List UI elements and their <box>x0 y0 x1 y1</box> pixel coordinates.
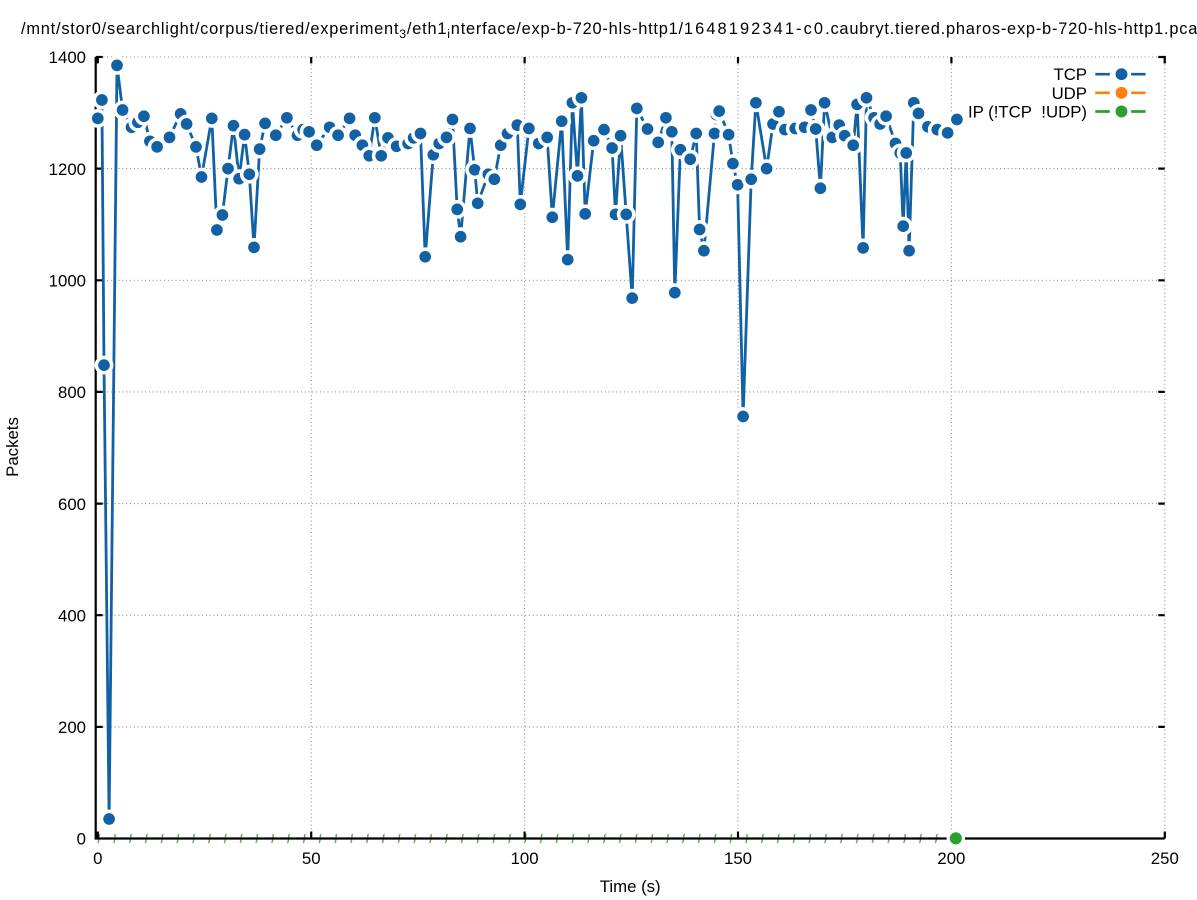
svg-text:150: 150 <box>724 849 752 868</box>
svg-text:UDP: UDP <box>1052 84 1087 103</box>
svg-text:600: 600 <box>58 495 86 514</box>
svg-text:50: 50 <box>302 849 321 868</box>
svg-text:1200: 1200 <box>49 160 86 179</box>
svg-text:1000: 1000 <box>49 272 86 291</box>
svg-text:TCP: TCP <box>1053 65 1087 84</box>
svg-text:250: 250 <box>1151 849 1179 868</box>
svg-text:800: 800 <box>58 383 86 402</box>
svg-text:1400: 1400 <box>49 48 86 67</box>
svg-text:400: 400 <box>58 606 86 625</box>
svg-text:200: 200 <box>937 849 965 868</box>
svg-text:IP (!TCP !UDP): IP (!TCP !UDP) <box>968 103 1087 122</box>
svg-text:0: 0 <box>93 849 102 868</box>
svg-text:/mnt/stor0/searchlight/corpus/: /mnt/stor0/searchlight/corpus/tiered/exp… <box>21 20 1197 41</box>
svg-text:200: 200 <box>58 718 86 737</box>
svg-text:100: 100 <box>511 849 539 868</box>
svg-text:Packets: Packets <box>3 417 22 477</box>
svg-text:0: 0 <box>77 830 86 849</box>
svg-text:Time (s): Time (s) <box>600 877 661 896</box>
